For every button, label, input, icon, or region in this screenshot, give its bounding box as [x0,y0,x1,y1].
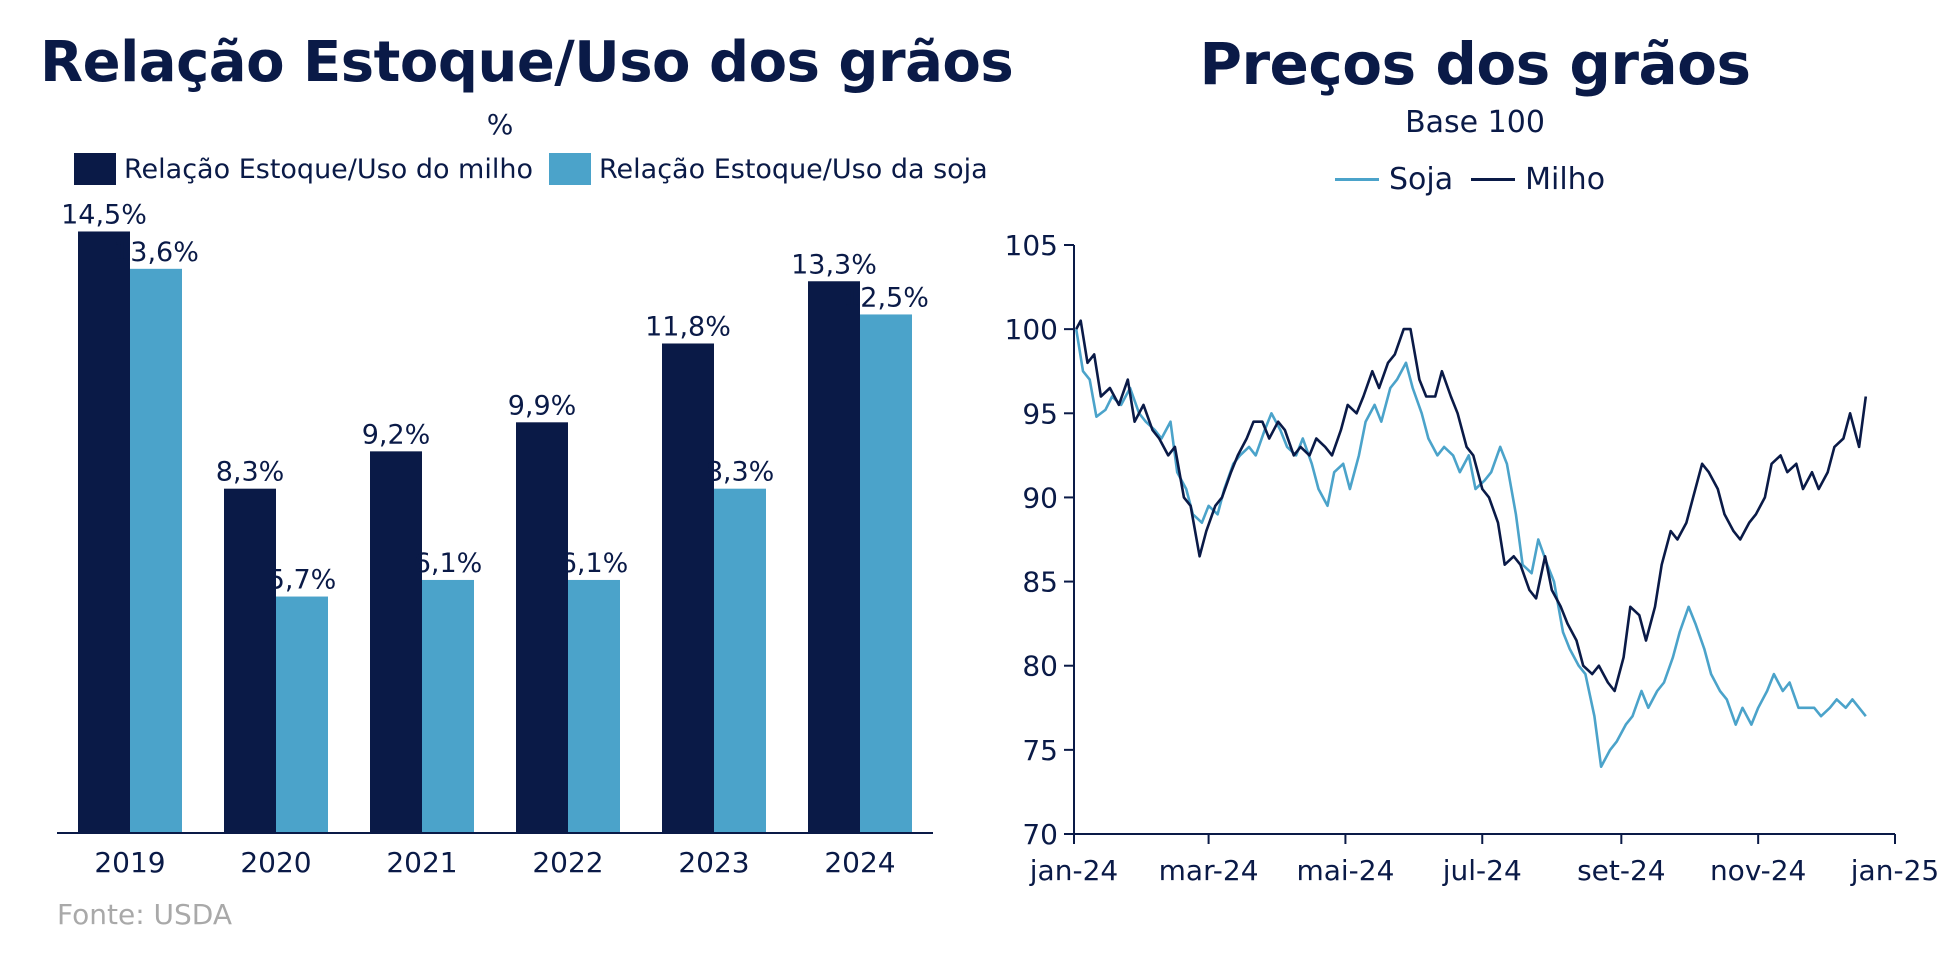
legend-line-soja [1335,178,1379,181]
x-tick-label-mar-24: mar-24 [1159,854,1259,887]
bar-label-soja-2023: 8,3% [706,457,775,488]
y-tick-label-80: 80 [1022,650,1058,683]
legend-label-milho: Relação Estoque/Uso do milho [124,153,533,185]
bar-label-milho-2022: 9,9% [508,390,577,421]
legend-item-soja-line: Soja [1335,162,1453,197]
y-tick-label-100: 100 [1005,313,1058,346]
bar-milho-2020 [224,488,276,833]
y-tick-label-75: 75 [1022,734,1058,767]
bar-soja-2022 [568,579,620,833]
legend-label-soja: Relação Estoque/Uso da soja [599,153,988,185]
bar-label-milho-2021: 9,2% [362,419,431,450]
x-tick-label-2021: 2021 [386,846,457,879]
x-tick-label-2023: 2023 [678,846,749,879]
bar-label-soja-2021: 6,1% [414,548,483,579]
legend-label-soja-line: Soja [1389,162,1454,197]
x-tick-label-2024: 2024 [824,846,895,879]
legend-item-milho: Relação Estoque/Uso do milho [74,153,533,185]
line-chart-subtitle: Base 100 [1405,105,1545,140]
bar-label-milho-2019: 14,5% [61,199,147,230]
legend-label-milho-line: Milho [1525,162,1606,197]
bar-soja-2021 [422,579,474,833]
legend-line-milho [1471,178,1516,181]
legend-item-milho-line: Milho [1471,162,1605,197]
bar-chart-title: Relação Estoque/Uso dos grãos [40,30,1014,95]
x-tick-label-jul-24: jul-24 [1442,854,1522,887]
bar-soja-2020 [276,596,328,833]
x-tick-label-jan-25: jan-25 [1850,854,1939,887]
x-tick-label-nov-24: nov-24 [1710,854,1806,887]
line-chart-legend: Soja Milho [1335,162,1605,197]
legend-swatch-milho [74,153,116,185]
bar-milho-2019 [78,231,130,833]
line-chart-title: Preços dos grãos [1199,30,1751,98]
bar-label-soja-2020: 5,7% [268,565,337,596]
bar-soja-2019 [130,268,182,834]
y-tick-label-70: 70 [1022,818,1058,851]
bar-chart-subtitle: % [486,108,514,141]
line-chart: 70 75 80 85 90 95 100 105 jan-24 mar-24 mai-24 jul-… [1005,229,1940,887]
legend-item-soja: Relação Estoque/Uso da soja [549,153,988,185]
bar-soja-2023 [714,488,766,833]
bar-label-soja-2022: 6,1% [560,548,629,579]
x-tick-label-2020: 2020 [240,846,311,879]
bar-soja-2024 [860,314,912,833]
y-tick-label-85: 85 [1022,566,1058,599]
series-line-soja [1074,328,1867,768]
x-tick-label-2022: 2022 [532,846,603,879]
series-line-milho [1075,319,1868,693]
x-tick-label-mai-24: mai-24 [1296,854,1394,887]
y-tick-label-90: 90 [1022,481,1058,514]
bar-label-soja-2024: 12,5% [843,282,929,313]
bar-milho-2021 [370,451,422,833]
bar-label-soja-2019: 13,6% [113,237,199,268]
x-tick-label-jan-24: jan-24 [1029,854,1118,887]
bar-chart-legend: Relação Estoque/Uso do milho Relação Est… [74,153,988,185]
source-note: Fonte: USDA [57,898,233,931]
legend-swatch-soja [549,153,591,185]
y-tick-label-105: 105 [1005,229,1058,262]
x-tick-label-2019: 2019 [94,846,165,879]
bar-label-milho-2023: 11,8% [645,311,731,342]
bar-milho-2022 [516,422,568,833]
bar-label-milho-2024: 13,3% [791,249,877,280]
y-tick-label-95: 95 [1022,397,1058,430]
bar-milho-2023 [662,343,714,833]
x-tick-label-set-24: set-24 [1577,854,1666,887]
bar-milho-2024 [808,281,860,833]
bar-chart: 14,5% 13,6% 2019 8,3% 5,7% 2020 9,2% 6,1% 2021 9,… [57,199,933,879]
bar-label-milho-2020: 8,3% [216,457,285,488]
